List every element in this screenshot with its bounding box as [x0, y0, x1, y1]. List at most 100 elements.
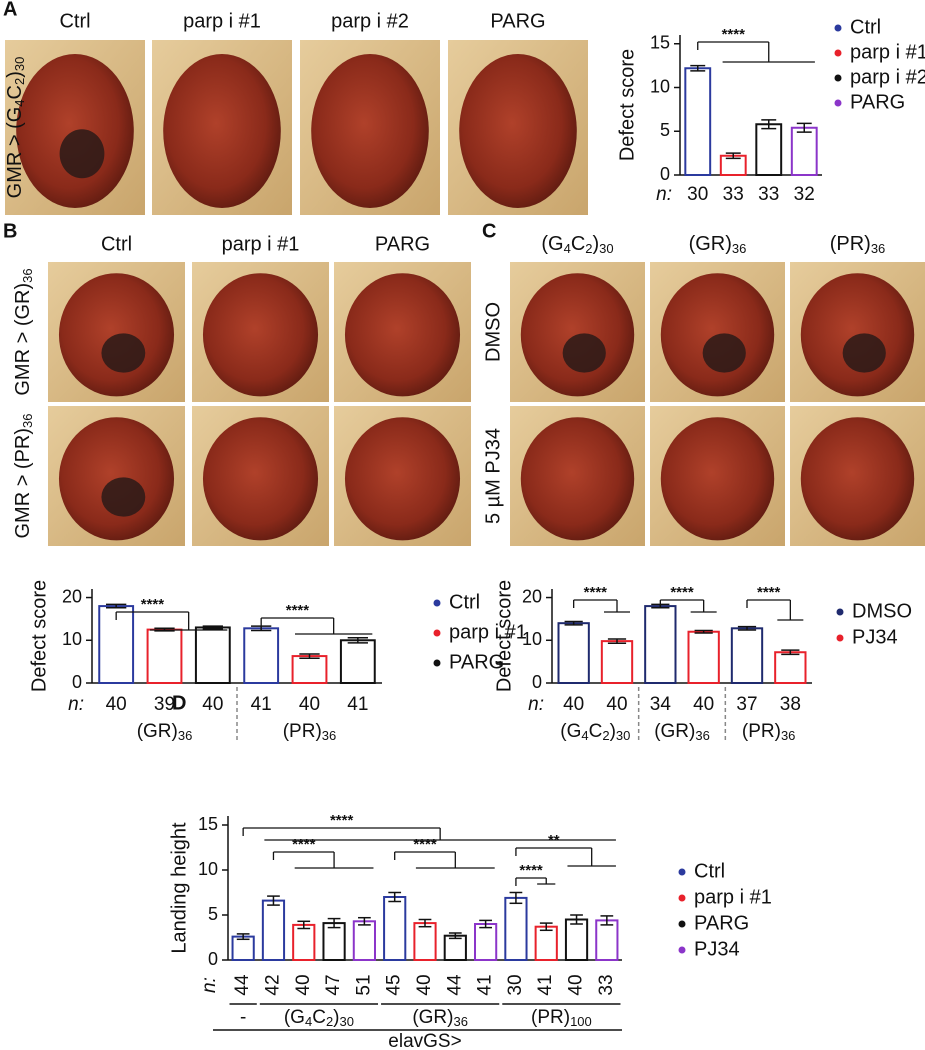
text-part: (GR): [412, 1007, 453, 1028]
eye: [163, 54, 281, 208]
legend-label: PJ34: [694, 938, 740, 960]
legend-label: Ctrl: [449, 591, 480, 613]
y-tick-label: 20: [62, 586, 82, 606]
text-part: 36: [178, 728, 192, 743]
text-part: 4: [564, 241, 571, 256]
n-label: 44: [232, 974, 253, 996]
y-tick-label: 0: [72, 672, 82, 692]
group-label: (GR)36: [654, 721, 710, 743]
bar: [790, 126, 818, 176]
legend-label: parp i #1: [694, 886, 772, 908]
text-part: (PR): [830, 233, 871, 255]
bar: [755, 123, 783, 176]
text-part: 2: [602, 728, 609, 743]
text-part: (PR): [531, 1007, 570, 1028]
n-label: 38: [780, 694, 801, 715]
eye: [459, 54, 577, 208]
text-part: C: [571, 233, 585, 255]
group-label: (GR)36: [412, 1007, 468, 1029]
text-part: (G: [541, 233, 563, 255]
text-part: 2: [585, 241, 592, 256]
n-label: 30: [687, 184, 708, 205]
text-part: (G: [560, 721, 581, 742]
legend-marker: [836, 634, 844, 642]
legend-marker: [433, 599, 441, 607]
y-tick-label: 5: [660, 120, 670, 140]
legend-label: parp i #1: [449, 621, 527, 643]
necrosis: [842, 333, 886, 373]
bar: [684, 67, 712, 176]
bar: [261, 899, 286, 961]
group-label: (G4C2)30: [284, 1007, 354, 1029]
bar: [443, 934, 467, 962]
text-part: GMR > (PR): [12, 428, 34, 539]
n-label: 40: [202, 694, 223, 715]
text-part: 36: [732, 241, 746, 256]
n-prefix: n:: [656, 184, 672, 205]
panel-label: C: [482, 220, 496, 242]
bar: [644, 605, 677, 684]
bar: [595, 919, 619, 962]
eye: [311, 54, 429, 208]
eye: [660, 417, 775, 541]
text-part: 30: [340, 1014, 354, 1029]
significance: ****: [722, 26, 746, 43]
text-part: C: [4, 85, 26, 99]
y-tick-label: 15: [650, 33, 670, 53]
y-tick-label: 10: [62, 629, 82, 649]
text-part: 4: [12, 99, 27, 106]
legend-marker: [834, 49, 842, 57]
significance: ****: [670, 584, 694, 601]
legend-label: parp i #1: [850, 41, 925, 63]
n-label: 40: [566, 974, 587, 995]
text-part: 2: [326, 1014, 333, 1029]
text-part: 36: [781, 728, 795, 743]
bar: [339, 639, 376, 684]
n-prefix: n:: [199, 977, 220, 993]
n-label: 40: [693, 694, 714, 715]
text-part: 36: [20, 268, 35, 282]
bar: [600, 640, 634, 684]
row-label: GMR > (G4C2)30: [4, 57, 27, 199]
row-label: 5 µM PJ34: [482, 428, 504, 524]
text-part: C: [589, 721, 603, 742]
legend-label: Ctrl: [850, 16, 881, 38]
panel-label: B: [3, 220, 17, 242]
necrosis: [101, 333, 146, 373]
text-part: C: [312, 1007, 326, 1028]
y-tick-label: 10: [198, 859, 218, 879]
text-part: GMR > (GR): [12, 283, 34, 396]
y-axis-label: Landing height: [168, 822, 190, 954]
significance: ****: [413, 836, 437, 853]
text-part: (PR): [742, 721, 781, 742]
text-part: 36: [871, 241, 885, 256]
text-part: 2: [12, 78, 27, 85]
legend-marker: [678, 920, 686, 928]
bar: [534, 925, 558, 962]
n-label: 40: [414, 974, 435, 995]
n-label: 40: [299, 694, 320, 715]
bar: [504, 896, 528, 962]
significance: ****: [141, 596, 165, 613]
n-label: 33: [758, 184, 779, 205]
n-label: 33: [723, 184, 744, 205]
bar: [146, 628, 183, 684]
y-tick-label: 0: [660, 164, 670, 184]
text-part: 4: [581, 728, 588, 743]
eye: [202, 417, 319, 541]
text-part: (GR): [689, 233, 732, 255]
n-label: 30: [505, 974, 526, 995]
text-part: 4: [305, 1014, 312, 1029]
text-part: ): [333, 1007, 339, 1028]
group-label: (G4C2)30: [560, 721, 630, 743]
bar: [352, 920, 376, 961]
column-label: parp i #2: [331, 10, 409, 32]
n-label: 40: [293, 974, 314, 995]
necrosis: [101, 477, 146, 517]
column-label: parp i #1: [183, 10, 261, 32]
bar: [557, 622, 590, 685]
column-label: (G4C2)30: [541, 233, 613, 256]
y-axis-label: Defect score: [616, 49, 638, 161]
text-part: (GR): [654, 721, 695, 742]
bar: [291, 655, 328, 685]
